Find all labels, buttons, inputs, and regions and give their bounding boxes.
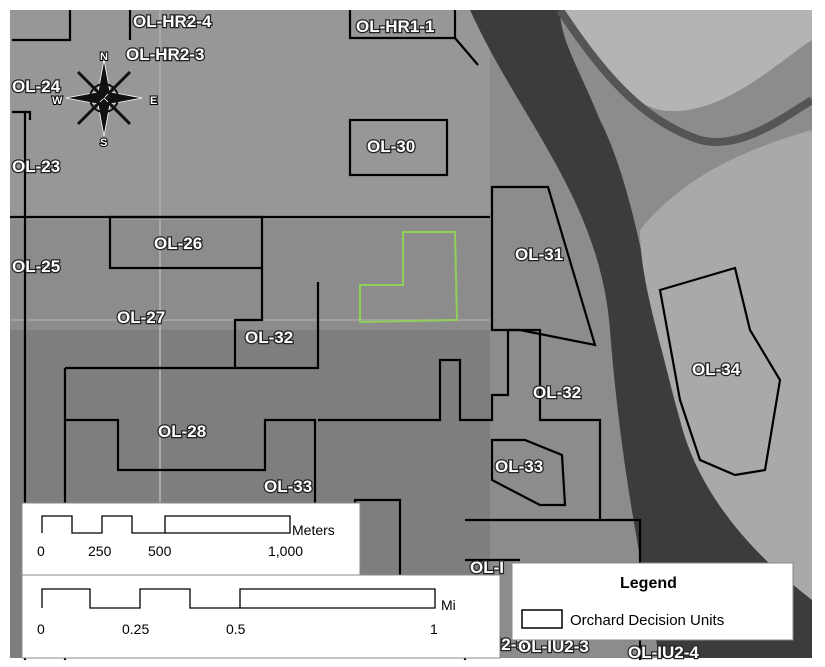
scale-label: 0 [37,543,45,559]
scale-label: 500 [148,543,172,559]
unit-label: OL-34 [692,360,741,379]
compass-west: W [52,95,63,107]
unit-label: OL-30 [367,137,415,156]
unit-label: OL-32 [245,328,293,347]
compass-south: S [100,137,107,149]
unit-label: OL-33 [264,477,312,496]
unit-label: OL-26 [154,234,202,253]
scale-unit: Mi [441,597,456,613]
unit-label: OL-28 [158,422,206,441]
legend: Legend Orchard Decision Units [512,563,793,640]
legend-title: Legend [620,575,677,592]
unit-label: OL-23 [12,157,60,176]
unit-label: OL-IU2-4 [628,643,699,662]
scale-label: 0.25 [122,621,149,637]
unit-label: OL-I [470,558,504,577]
legend-item: Orchard Decision Units [570,612,724,629]
map: OL-HR2-4 OL-HR1-1 OL-HR2-3 OL-24 OL-23 O… [0,0,825,667]
unit-label: OL-24 [12,77,61,96]
unit-label: OL-HR2-4 [133,12,212,31]
compass-east: E [150,95,157,107]
unit-label: OL-25 [12,257,60,276]
scale-box [22,503,360,575]
unit-label: OL-31 [515,245,563,264]
legend-swatch [522,610,562,628]
unit-label: OL-HR2-3 [126,45,204,64]
unit-label: OL-32 [533,383,581,402]
unit-label: OL-27 [117,308,165,327]
scale-label: 0 [37,621,45,637]
scale-label: 1 [430,621,438,637]
unit-label: OL-33 [495,457,543,476]
unit-label: OL-HR1-1 [356,17,434,36]
scale-label: 250 [88,543,112,559]
scale-label: 1,000 [268,543,303,559]
land-north [10,10,490,220]
scale-unit: Meters [292,522,335,538]
scale-label: 0.5 [226,621,246,637]
scale-box [22,575,500,658]
compass-north: N [100,51,108,63]
